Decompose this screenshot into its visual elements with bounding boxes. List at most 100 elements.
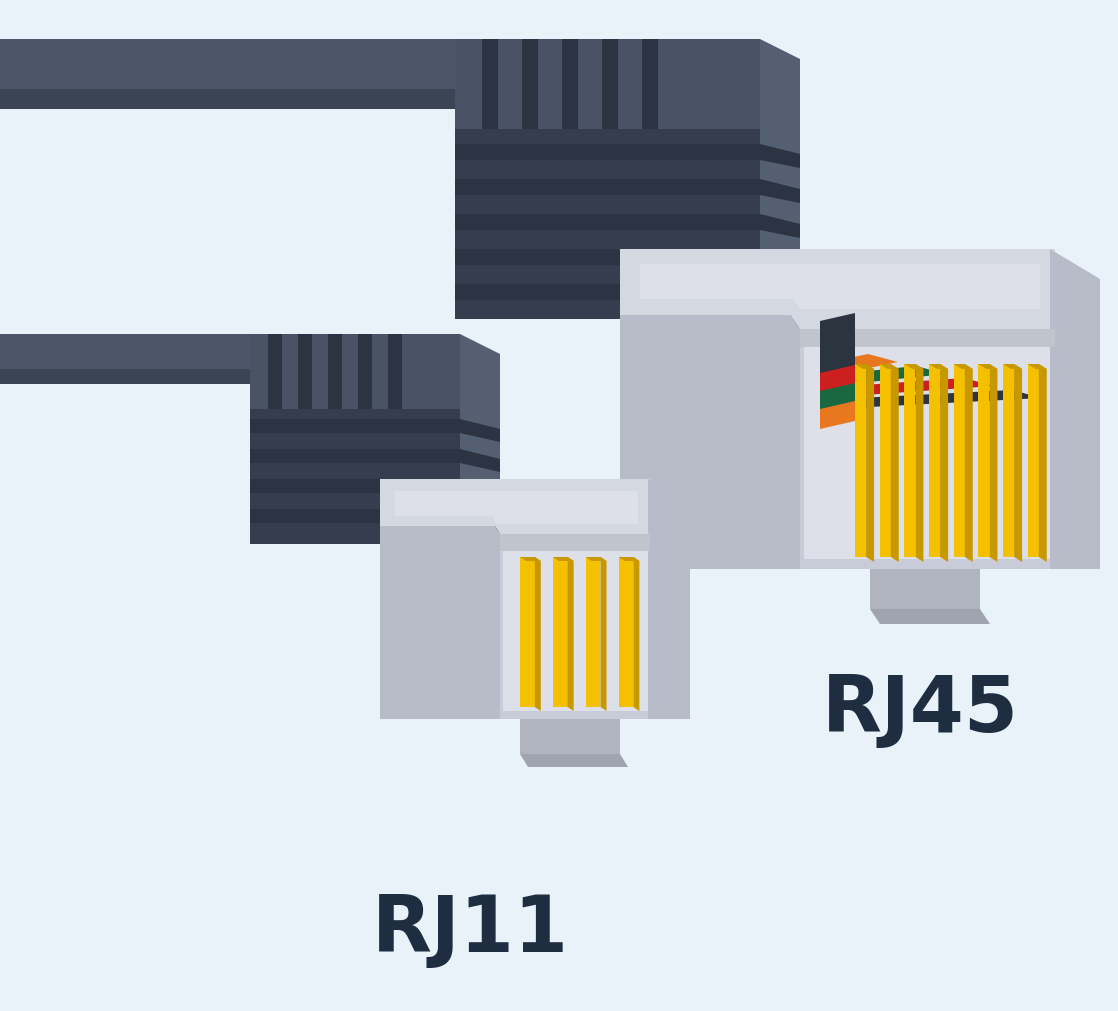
Polygon shape — [989, 365, 997, 562]
Polygon shape — [819, 370, 855, 430]
Polygon shape — [455, 129, 760, 319]
Polygon shape — [639, 265, 1040, 309]
Polygon shape — [954, 365, 973, 370]
Polygon shape — [459, 335, 500, 564]
Polygon shape — [800, 330, 1055, 569]
Polygon shape — [819, 313, 855, 374]
Polygon shape — [520, 754, 628, 767]
Polygon shape — [586, 557, 600, 708]
Polygon shape — [804, 348, 1050, 559]
Polygon shape — [601, 40, 618, 129]
Polygon shape — [455, 40, 760, 129]
Polygon shape — [455, 250, 760, 266]
Polygon shape — [562, 40, 578, 129]
Polygon shape — [1050, 250, 1100, 569]
Polygon shape — [929, 365, 940, 557]
Polygon shape — [358, 335, 372, 409]
Polygon shape — [459, 420, 500, 443]
Polygon shape — [395, 491, 638, 525]
Polygon shape — [268, 335, 282, 409]
Polygon shape — [1027, 365, 1039, 557]
Polygon shape — [0, 370, 340, 384]
Polygon shape — [620, 315, 800, 569]
Polygon shape — [819, 379, 994, 396]
Polygon shape — [819, 332, 855, 391]
Polygon shape — [388, 335, 402, 409]
Polygon shape — [380, 527, 500, 719]
Polygon shape — [250, 420, 459, 434]
Polygon shape — [1027, 365, 1046, 370]
Polygon shape — [1003, 365, 1014, 557]
Polygon shape — [328, 335, 342, 409]
Polygon shape — [819, 367, 946, 384]
Polygon shape — [600, 557, 606, 712]
Polygon shape — [1014, 365, 1022, 562]
Polygon shape — [866, 365, 874, 562]
Polygon shape — [618, 557, 639, 561]
Polygon shape — [855, 365, 866, 557]
Polygon shape — [870, 569, 980, 610]
Polygon shape — [1039, 365, 1046, 562]
Polygon shape — [0, 40, 570, 90]
Polygon shape — [1003, 365, 1022, 370]
Polygon shape — [891, 365, 899, 562]
Polygon shape — [819, 350, 855, 409]
Polygon shape — [455, 145, 760, 161]
Polygon shape — [940, 365, 948, 562]
Polygon shape — [299, 335, 312, 409]
Polygon shape — [965, 365, 973, 562]
Polygon shape — [870, 610, 991, 625]
Polygon shape — [455, 180, 760, 196]
Polygon shape — [455, 214, 760, 231]
Polygon shape — [760, 145, 800, 169]
Polygon shape — [642, 40, 659, 129]
Text: RJ45: RJ45 — [822, 671, 1018, 747]
Polygon shape — [620, 250, 1055, 330]
Polygon shape — [500, 535, 650, 719]
Polygon shape — [482, 40, 498, 129]
Polygon shape — [0, 335, 340, 370]
Polygon shape — [520, 557, 541, 561]
Polygon shape — [553, 557, 574, 561]
Polygon shape — [553, 557, 568, 708]
Polygon shape — [0, 90, 570, 108]
Polygon shape — [760, 214, 800, 239]
Polygon shape — [0, 52, 560, 90]
Polygon shape — [534, 557, 541, 712]
Polygon shape — [500, 535, 650, 551]
Polygon shape — [800, 330, 1055, 348]
Polygon shape — [503, 551, 648, 712]
Polygon shape — [586, 557, 606, 561]
Polygon shape — [648, 479, 690, 719]
Polygon shape — [250, 510, 459, 524]
Polygon shape — [978, 365, 989, 557]
Polygon shape — [455, 285, 760, 300]
Polygon shape — [250, 409, 459, 545]
Polygon shape — [568, 557, 574, 712]
Polygon shape — [380, 479, 650, 535]
Polygon shape — [250, 335, 459, 409]
Polygon shape — [880, 365, 891, 557]
Polygon shape — [916, 365, 923, 562]
Polygon shape — [250, 450, 459, 463]
Polygon shape — [760, 180, 800, 204]
Polygon shape — [520, 557, 534, 708]
Polygon shape — [978, 365, 997, 370]
Polygon shape — [880, 365, 899, 370]
Polygon shape — [929, 365, 948, 370]
Polygon shape — [0, 90, 560, 110]
Polygon shape — [522, 40, 538, 129]
Polygon shape — [250, 479, 459, 493]
Polygon shape — [954, 365, 965, 557]
Polygon shape — [819, 390, 1042, 408]
Polygon shape — [459, 479, 500, 502]
Polygon shape — [904, 365, 923, 370]
Polygon shape — [904, 365, 916, 557]
Polygon shape — [634, 557, 639, 712]
Polygon shape — [618, 557, 634, 708]
Polygon shape — [760, 40, 800, 340]
Polygon shape — [459, 450, 500, 472]
Polygon shape — [459, 510, 500, 533]
Polygon shape — [760, 250, 800, 274]
Polygon shape — [855, 365, 874, 370]
